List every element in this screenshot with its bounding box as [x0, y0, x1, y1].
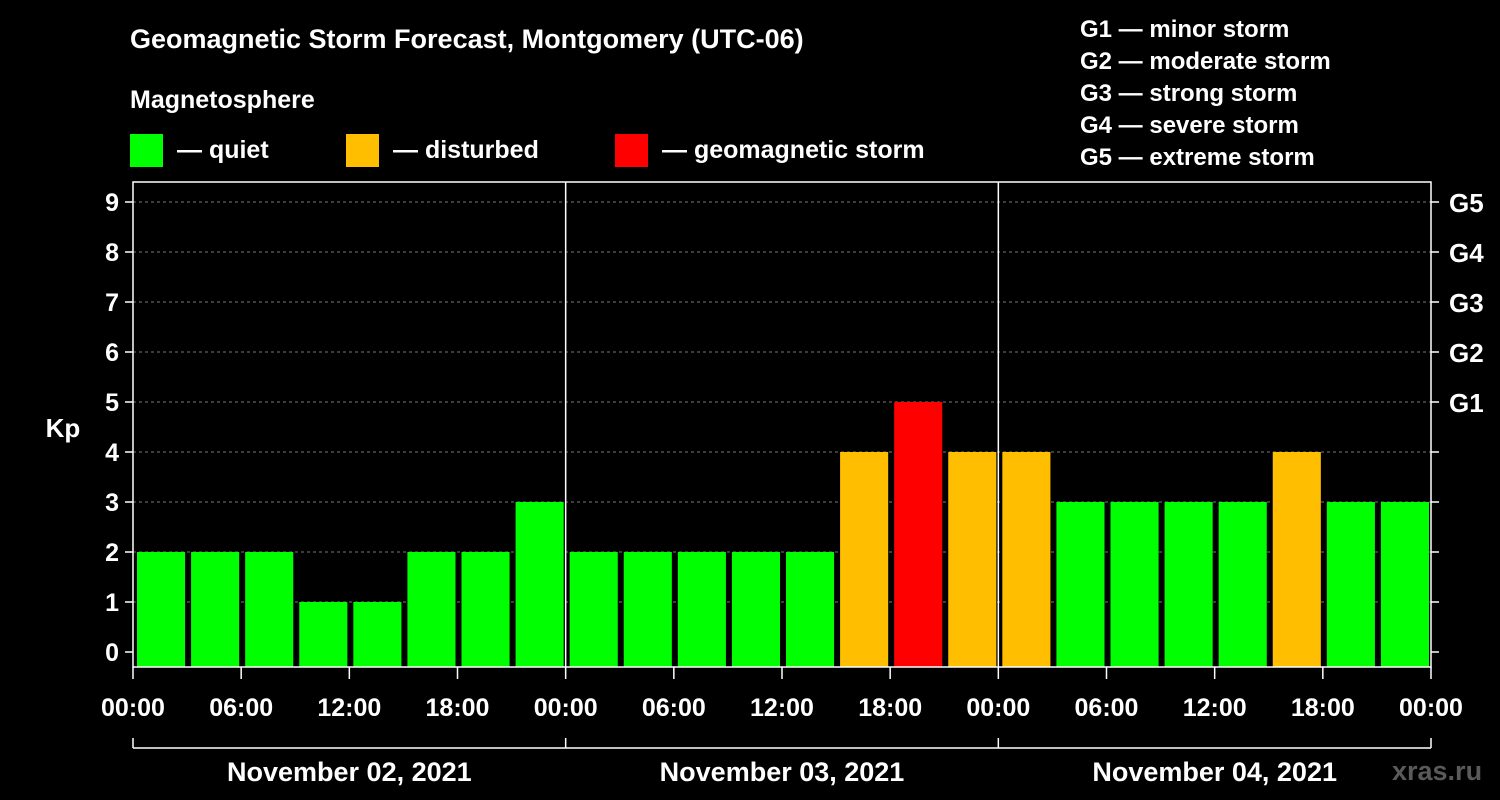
kp-bar-18 — [1056, 502, 1105, 667]
kp-bar-23 — [1326, 502, 1375, 667]
kp-bar-14 — [840, 452, 889, 667]
kp-bar-9 — [569, 552, 618, 667]
storm-level-g2: G2 — moderate storm — [1080, 48, 1331, 75]
x-tick-label-4: 00:00 — [534, 694, 598, 722]
kp-bar-24 — [1380, 502, 1429, 667]
kp-bar-22 — [1272, 452, 1321, 667]
x-tick-label-12: 00:00 — [1399, 694, 1463, 722]
kp-bar-15 — [894, 402, 943, 667]
day-label-1: November 02, 2021 — [227, 757, 472, 787]
right-tick-label-g5: G5 — [1449, 188, 1484, 218]
kp-bar-16 — [948, 452, 997, 667]
x-tick-label-6: 12:00 — [750, 694, 814, 722]
x-tick-label-0: 00:00 — [101, 694, 165, 722]
legend-storm-swatch — [615, 133, 648, 167]
x-tick-label-2: 12:00 — [317, 694, 381, 722]
day-label-3: November 04, 2021 — [1092, 757, 1337, 787]
y-tick-label-6: 6 — [105, 339, 119, 367]
x-tick-label-1: 06:00 — [209, 694, 273, 722]
x-tick-label-7: 18:00 — [858, 694, 922, 722]
kp-bar-19 — [1110, 502, 1159, 667]
x-tick-label-9: 06:00 — [1075, 694, 1139, 722]
kp-bar-6 — [407, 552, 456, 667]
right-tick-label-g4: G4 — [1449, 238, 1484, 268]
legend-disturbed-swatch — [346, 133, 379, 167]
legend-quiet: — quiet — [130, 133, 269, 167]
y-tick-label-7: 7 — [105, 289, 119, 317]
right-tick-label-g3: G3 — [1449, 288, 1484, 318]
legend-quiet-swatch — [130, 133, 163, 167]
storm-level-g1: G1 — minor storm — [1080, 16, 1290, 43]
right-tick-label-g2: G2 — [1449, 338, 1484, 368]
x-tick-label-5: 06:00 — [642, 694, 706, 722]
kp-bar-20 — [1164, 502, 1213, 667]
legend-quiet-label: — quiet — [177, 135, 269, 164]
y-tick-label-4: 4 — [105, 439, 119, 467]
y-tick-label-9: 9 — [105, 189, 119, 217]
kp-bar-2 — [191, 552, 240, 667]
x-tick-label-3: 18:00 — [426, 694, 490, 722]
storm-level-g4: G4 — severe storm — [1080, 112, 1299, 139]
legend-storm: — geomagnetic storm — [615, 133, 925, 167]
y-tick-label-8: 8 — [105, 239, 119, 267]
kp-bar-12 — [731, 552, 780, 667]
magnetosphere-label: Magnetosphere — [130, 86, 315, 114]
x-tick-label-8: 00:00 — [966, 694, 1030, 722]
kp-bar-1 — [137, 552, 186, 667]
kp-bar-17 — [1002, 452, 1051, 667]
y-tick-label-3: 3 — [105, 489, 119, 517]
kp-bar-4 — [299, 602, 348, 667]
kp-bar-13 — [786, 552, 835, 667]
chart-title: Geomagnetic Storm Forecast, Montgomery (… — [130, 24, 804, 54]
kp-bar-10 — [623, 552, 672, 667]
kp-bar-5 — [353, 602, 402, 667]
watermark: xras.ru — [1392, 756, 1483, 786]
kp-bar-11 — [677, 552, 726, 667]
legend-disturbed: — disturbed — [346, 133, 539, 167]
legend-disturbed-label: — disturbed — [393, 135, 539, 164]
legend-storm-label: — geomagnetic storm — [662, 135, 925, 164]
y-tick-label-0: 0 — [105, 639, 119, 667]
kp-bar-7 — [461, 552, 510, 667]
y-axis-label: Kp — [46, 413, 81, 443]
y-tick-label-5: 5 — [105, 389, 119, 417]
y-tick-label-2: 2 — [105, 539, 119, 567]
storm-level-g3: G3 — strong storm — [1080, 80, 1298, 107]
day-label-2: November 03, 2021 — [660, 757, 905, 787]
kp-bar-21 — [1218, 502, 1267, 667]
right-tick-label-g1: G1 — [1449, 388, 1484, 418]
x-tick-label-11: 18:00 — [1291, 694, 1355, 722]
kp-bar-3 — [245, 552, 294, 667]
kp-bar-8 — [515, 502, 564, 667]
x-tick-label-10: 12:00 — [1183, 694, 1247, 722]
storm-level-legend: G1 — minor storm G2 — moderate storm G3 … — [1080, 14, 1331, 174]
y-tick-label-1: 1 — [105, 589, 119, 617]
storm-level-g5: G5 — extreme storm — [1080, 144, 1315, 171]
